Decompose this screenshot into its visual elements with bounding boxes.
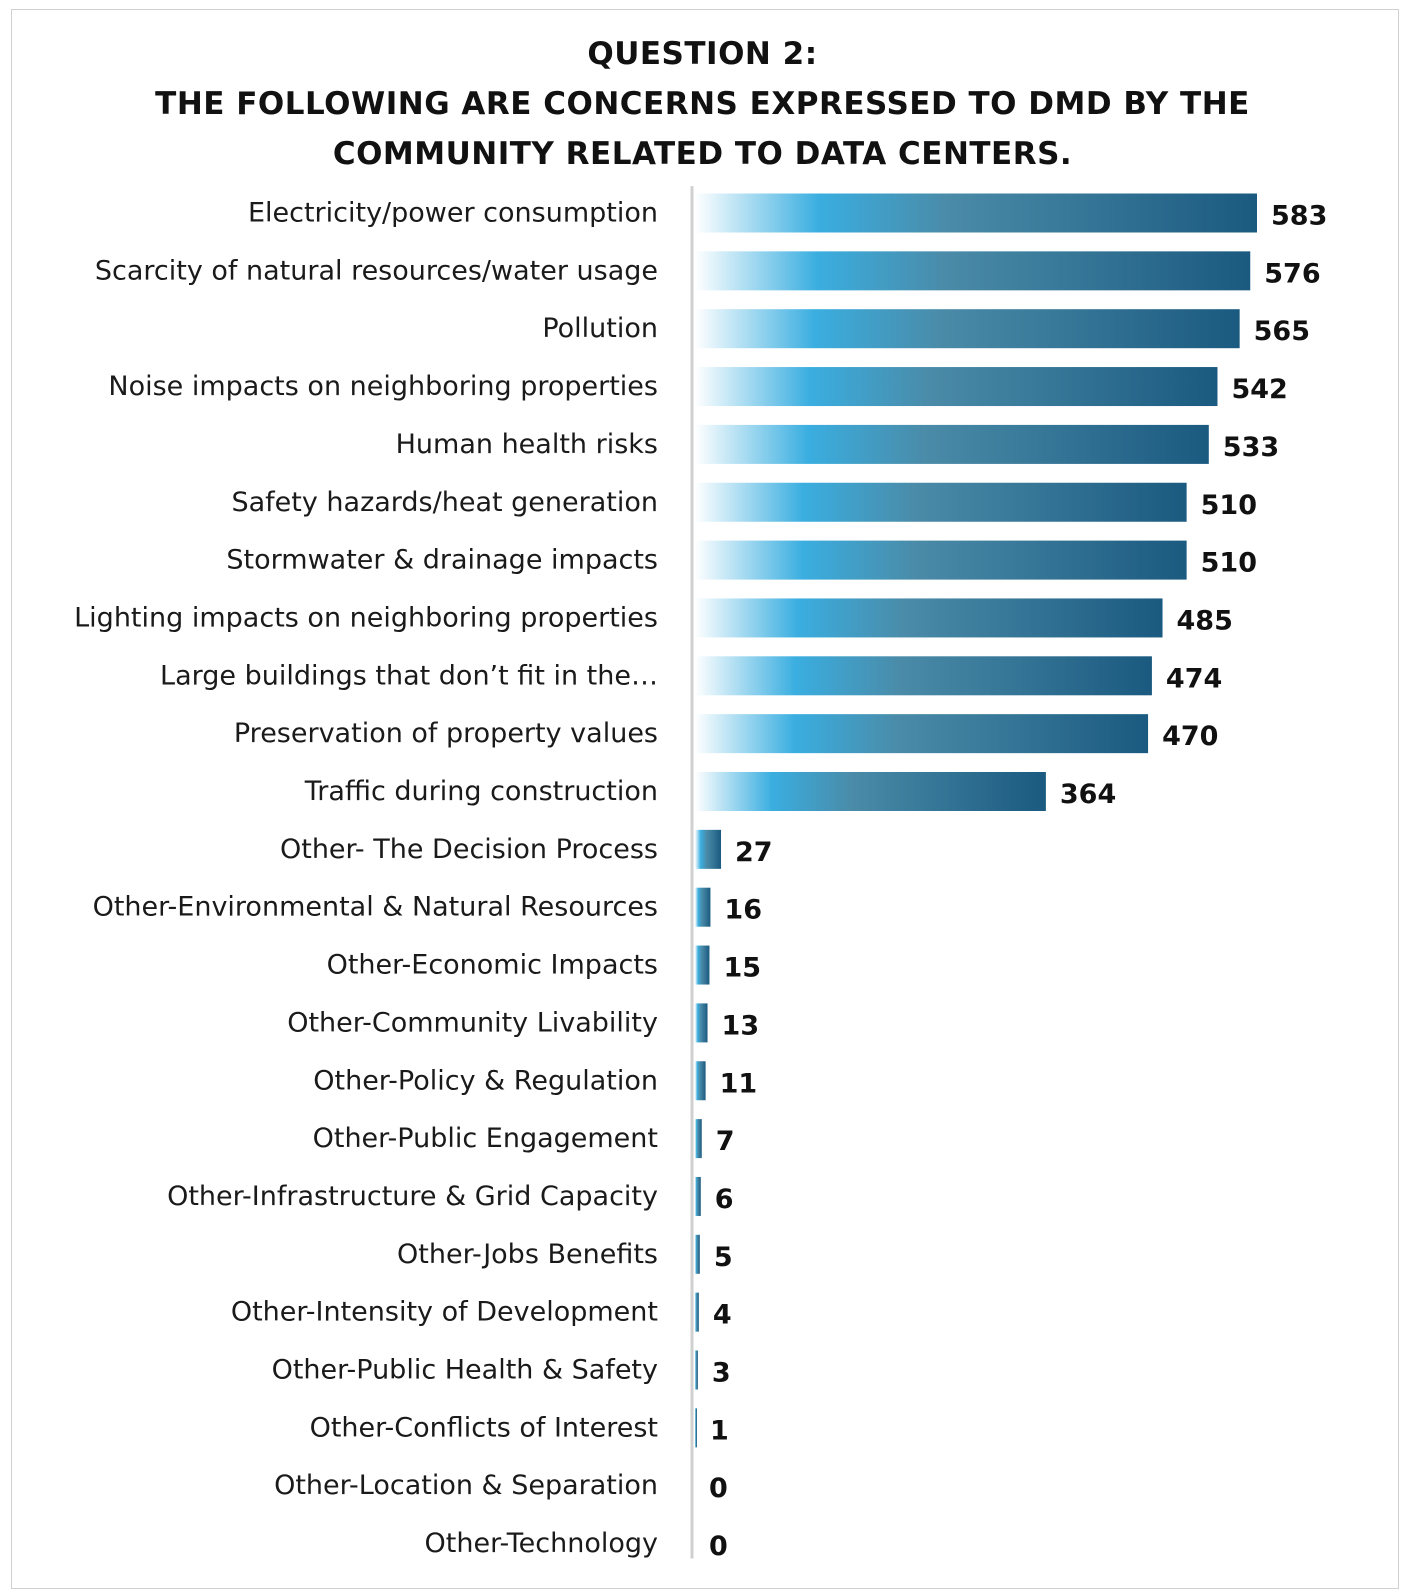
bar xyxy=(695,309,1240,349)
category-label: Other- The Decision Process xyxy=(280,834,658,865)
bar xyxy=(695,1234,700,1274)
category-label: Electricity/power consumption xyxy=(248,198,658,229)
data-label: 474 xyxy=(1166,663,1222,694)
category-label: Lighting impacts on neighboring properti… xyxy=(74,602,658,633)
data-label: 542 xyxy=(1231,374,1287,405)
bar xyxy=(695,829,722,869)
category-label: Other-Economic Impacts xyxy=(327,950,658,981)
chart-title-line-1: QUESTION 2: xyxy=(587,36,818,72)
category-label: Other-Conflicts of Interest xyxy=(310,1412,658,1443)
bar xyxy=(695,945,710,985)
category-label: Other-Jobs Benefits xyxy=(397,1239,658,1270)
category-label: Other-Public Engagement xyxy=(313,1123,658,1154)
data-label: 13 xyxy=(722,1010,760,1041)
data-label: 4 xyxy=(713,1300,732,1331)
data-label: 5 xyxy=(714,1242,733,1273)
data-label: 3 xyxy=(712,1358,731,1389)
data-label: 7 xyxy=(716,1126,735,1157)
bar xyxy=(695,424,1209,464)
category-label: Stormwater & drainage impacts xyxy=(226,545,658,576)
category-label: Other-Community Livability xyxy=(287,1007,658,1038)
data-label: 27 xyxy=(735,837,773,868)
bar xyxy=(695,598,1163,638)
data-label: 1 xyxy=(710,1415,729,1446)
bar xyxy=(695,1350,698,1390)
data-label: 0 xyxy=(709,1531,728,1562)
category-label: Other-Technology xyxy=(425,1528,658,1559)
bar xyxy=(695,656,1152,696)
bar xyxy=(695,367,1218,407)
bar xyxy=(695,482,1187,522)
bar xyxy=(695,1408,697,1448)
bar xyxy=(695,1061,706,1101)
category-label: Preservation of property values xyxy=(234,718,658,749)
category-label: Other-Policy & Regulation xyxy=(313,1065,658,1096)
data-label: 583 xyxy=(1271,201,1327,232)
data-label: 510 xyxy=(1201,490,1257,521)
category-label: Pollution xyxy=(542,313,658,344)
data-label: 565 xyxy=(1254,316,1310,347)
category-label: Traffic during construction xyxy=(304,776,658,807)
data-label: 470 xyxy=(1162,721,1218,752)
bar xyxy=(695,772,1046,811)
bar xyxy=(695,1292,699,1332)
bar xyxy=(695,887,711,927)
category-label: Other-Infrastructure & Grid Capacity xyxy=(167,1181,658,1212)
data-label: 15 xyxy=(723,953,761,984)
bar xyxy=(695,251,1251,291)
data-label: 576 xyxy=(1264,258,1320,289)
data-label: 485 xyxy=(1177,605,1233,636)
category-label: Other-Intensity of Development xyxy=(231,1297,658,1328)
category-label: Other-Location & Separation xyxy=(274,1470,658,1501)
category-label: Other-Environmental & Natural Resources xyxy=(93,892,658,923)
bar xyxy=(695,1119,702,1159)
category-label: Other-Public Health & Safety xyxy=(272,1355,658,1386)
bar xyxy=(695,1003,708,1043)
chart-title-line-2: THE FOLLOWING ARE CONCERNS EXPRESSED TO … xyxy=(155,86,1250,122)
data-label: 364 xyxy=(1060,779,1116,810)
bar xyxy=(695,540,1187,580)
category-label: Scarcity of natural resources/water usag… xyxy=(95,255,658,286)
bar xyxy=(695,193,1257,233)
category-label: Noise impacts on neighboring properties xyxy=(108,371,658,402)
bar xyxy=(695,1176,701,1216)
data-label: 510 xyxy=(1201,548,1257,579)
category-label: Safety hazards/heat generation xyxy=(231,487,658,518)
data-label: 0 xyxy=(709,1473,728,1504)
bar xyxy=(695,714,1149,754)
data-label: 11 xyxy=(720,1068,758,1099)
data-label: 6 xyxy=(715,1184,734,1215)
category-label: Large buildings that don’t fit in the… xyxy=(160,660,658,691)
data-label: 16 xyxy=(724,895,762,926)
category-label: Human health risks xyxy=(396,429,658,460)
data-label: 533 xyxy=(1223,432,1279,463)
chart-title-line-3: COMMUNITY RELATED TO DATA CENTERS. xyxy=(332,136,1073,172)
